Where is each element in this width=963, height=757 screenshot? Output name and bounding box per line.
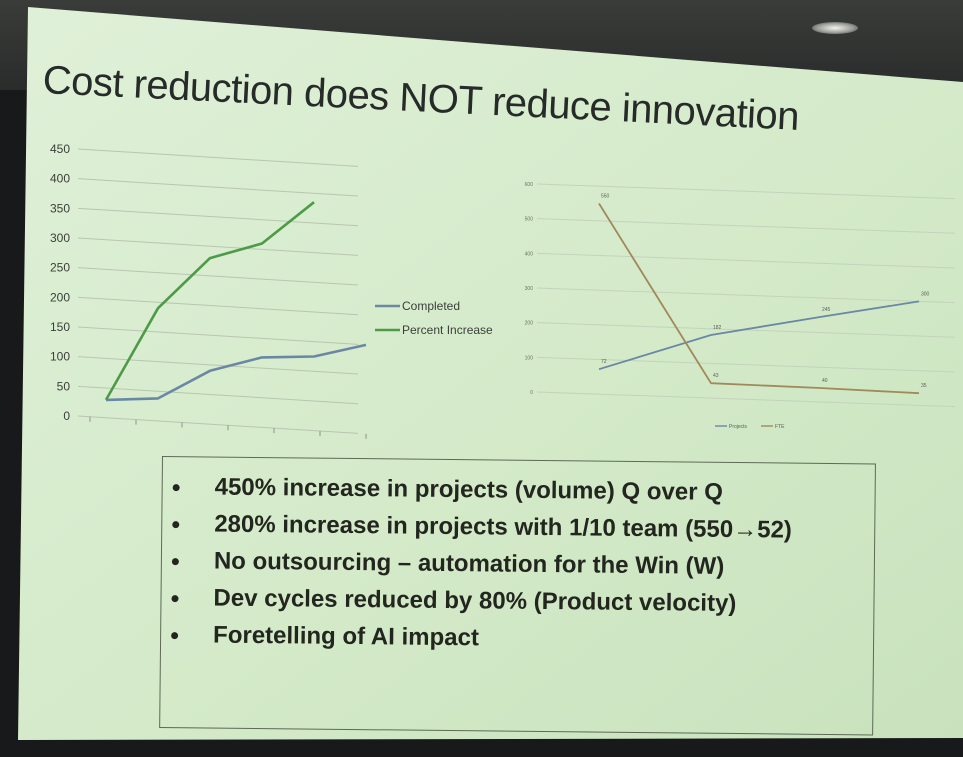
y-tick-label: 400 bbox=[50, 172, 70, 186]
right-chart-legend: Projects FTE bbox=[715, 424, 785, 430]
legend-label: Projects bbox=[729, 424, 748, 430]
data-label: 43 bbox=[713, 373, 719, 379]
y-tick-label: 100 bbox=[50, 350, 70, 364]
left-chart-legend: Completed Percent Increase bbox=[375, 299, 493, 337]
series-line-projects bbox=[598, 300, 920, 371]
bullet-dot bbox=[171, 595, 179, 603]
grid-line bbox=[77, 267, 359, 286]
y-tick-label: 350 bbox=[50, 201, 70, 215]
bullet-dot bbox=[172, 521, 180, 529]
y-tick-label: 0 bbox=[63, 409, 70, 423]
data-label: 35 bbox=[921, 383, 927, 389]
data-label: 182 bbox=[713, 325, 722, 331]
bullet-dot bbox=[171, 558, 179, 566]
data-label: 550 bbox=[601, 194, 610, 200]
grid-line bbox=[536, 287, 955, 304]
data-label: 40 bbox=[822, 378, 828, 384]
data-label: 72 bbox=[601, 359, 607, 365]
projects-vs-fte-chart: 0 100 200 300 400 500 600 72 182 245 300 550 43 40 35… bbox=[525, 182, 955, 430]
bullet-dot bbox=[172, 484, 180, 492]
data-label: 300 bbox=[921, 291, 930, 297]
bullet-list: 450% increase in projects (volume) Q ove… bbox=[161, 457, 875, 661]
data-label: 245 bbox=[822, 307, 831, 313]
y-tick-label: 200 bbox=[50, 290, 70, 304]
grid-line bbox=[77, 207, 359, 227]
completed-vs-percent-chart: 450 400 350 300 250 200 150 100 50 0 Completed Per… bbox=[50, 142, 493, 439]
grid-line bbox=[77, 356, 359, 375]
legend-label: Percent Increase bbox=[402, 323, 493, 337]
y-tick-label: 100 bbox=[525, 355, 534, 361]
y-tick-label: 600 bbox=[525, 182, 534, 188]
series-line-fte bbox=[598, 203, 920, 395]
y-tick-label: 450 bbox=[50, 142, 70, 156]
bullet-item: Foretelling of AI impact bbox=[161, 617, 873, 661]
grid-line bbox=[77, 178, 359, 197]
right-chart-grid: 0 100 200 300 400 500 600 bbox=[525, 182, 955, 408]
right-chart-lines bbox=[598, 203, 920, 395]
legend-label: Completed bbox=[402, 299, 460, 313]
grid-line bbox=[77, 237, 359, 256]
grid-line bbox=[536, 218, 955, 234]
grid-line bbox=[77, 326, 359, 345]
y-tick-label: 200 bbox=[525, 321, 534, 327]
y-tick-label: 400 bbox=[525, 251, 534, 257]
left-chart-grid bbox=[77, 148, 367, 439]
y-tick-label: 250 bbox=[50, 261, 70, 275]
left-chart-lines bbox=[104, 201, 367, 402]
grid-line bbox=[536, 252, 955, 269]
y-tick-label: 300 bbox=[525, 286, 534, 292]
y-tick-label: 300 bbox=[50, 231, 70, 245]
grid-line bbox=[536, 183, 955, 200]
bullet-box: 450% increase in projects (volume) Q ove… bbox=[159, 456, 876, 736]
series-line-completed bbox=[105, 343, 367, 402]
series-line-percent-increase bbox=[104, 201, 315, 401]
grid-line bbox=[536, 391, 955, 408]
y-tick-label: 0 bbox=[530, 390, 533, 396]
grid-line bbox=[77, 415, 359, 434]
grid-line bbox=[77, 385, 359, 405]
bullet-dot bbox=[171, 632, 179, 640]
grid-line bbox=[77, 296, 359, 316]
y-tick-label: 150 bbox=[50, 320, 70, 334]
right-chart-data-labels: 72 182 245 300 550 43 40 35 bbox=[601, 194, 930, 390]
grid-line bbox=[536, 356, 955, 373]
legend-label: FTE bbox=[775, 424, 785, 430]
grid-line bbox=[77, 148, 359, 167]
left-chart-y-ticks: 450 400 350 300 250 200 150 100 50 0 bbox=[50, 142, 70, 423]
y-tick-label: 50 bbox=[57, 379, 71, 393]
y-tick-label: 500 bbox=[525, 217, 534, 223]
ceiling-light bbox=[812, 22, 858, 34]
